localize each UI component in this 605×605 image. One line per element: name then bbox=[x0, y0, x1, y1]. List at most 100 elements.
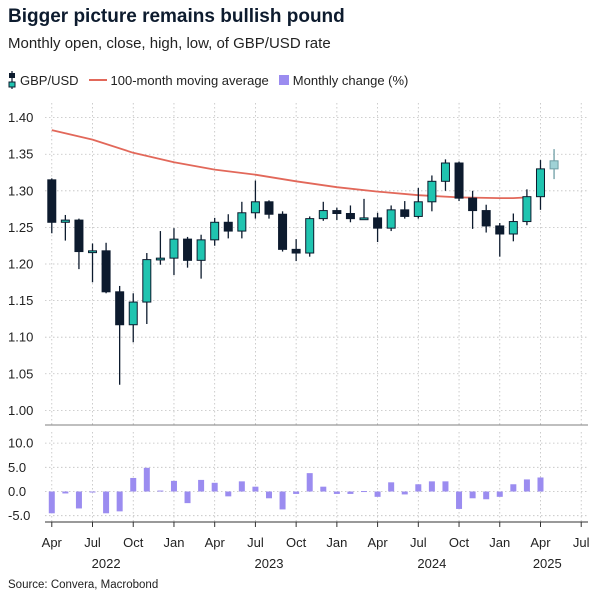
x-tick-label: Jan bbox=[163, 535, 184, 550]
legend-label-ma: 100-month moving average bbox=[110, 72, 269, 88]
candle-body bbox=[210, 221, 220, 241]
change-bar-0 bbox=[48, 491, 55, 514]
candle-body bbox=[169, 238, 179, 259]
candle-body bbox=[508, 221, 518, 235]
candle-26 bbox=[400, 201, 410, 219]
chart-subtitle: Monthly open, close, high, low, of GBP/U… bbox=[8, 35, 331, 52]
change-bar-15 bbox=[252, 486, 259, 492]
axis-layer: 1.00 1.05 1.10 1.15 1.20 1.25 1.30 1.35 1.40 -5.0… bbox=[8, 110, 590, 571]
x-tick-label: Jul bbox=[410, 535, 427, 550]
change-bar-3 bbox=[89, 491, 96, 493]
candle-layer bbox=[47, 149, 559, 385]
x-tick-label: Apr bbox=[205, 535, 226, 550]
candle-body bbox=[223, 221, 233, 232]
legend-item-change: Monthly change (%) bbox=[278, 72, 409, 88]
candle-body bbox=[128, 301, 138, 326]
candle-body bbox=[386, 209, 396, 229]
candle-body bbox=[88, 250, 98, 254]
x-tick-label: Apr bbox=[42, 535, 63, 550]
change-bar-29 bbox=[442, 481, 449, 492]
legend-item-candles: GBP/USD bbox=[8, 71, 79, 89]
candle-7 bbox=[142, 253, 152, 325]
change-bar-26 bbox=[401, 491, 408, 495]
change-bar-6 bbox=[130, 477, 137, 492]
year-label: 2023 bbox=[255, 556, 284, 571]
x-tick-label: Jan bbox=[326, 535, 347, 550]
candle-body bbox=[468, 197, 478, 212]
candle-28 bbox=[427, 175, 437, 212]
x-tick-label: Jan bbox=[489, 535, 510, 550]
candle-body bbox=[495, 225, 505, 235]
change-bar-10 bbox=[184, 491, 191, 504]
bar-legend-icon bbox=[278, 75, 289, 85]
change-bar-11 bbox=[198, 479, 205, 492]
legend-label-change: Monthly change (%) bbox=[292, 72, 409, 88]
x-tick-label: Apr bbox=[530, 535, 551, 550]
year-label: 2024 bbox=[417, 556, 446, 571]
candle-body bbox=[74, 219, 84, 253]
candle-body bbox=[400, 209, 410, 217]
change-bar-16 bbox=[265, 491, 272, 499]
change-bar-31 bbox=[469, 491, 476, 499]
candle-23 bbox=[359, 198, 369, 221]
candle-37 bbox=[549, 149, 559, 180]
change-tick-label: 10.0 bbox=[8, 436, 33, 451]
price-tick-label: 1.20 bbox=[8, 257, 33, 272]
candle-body bbox=[454, 162, 464, 199]
candle-body bbox=[60, 219, 70, 223]
price-tick-label: 1.25 bbox=[8, 220, 33, 235]
change-bar-4 bbox=[103, 491, 110, 514]
candle-21 bbox=[332, 207, 342, 221]
legend-label-candles: GBP/USD bbox=[20, 72, 79, 88]
candle-14 bbox=[237, 201, 247, 239]
x-tick-label: Oct bbox=[286, 535, 307, 550]
candle-body bbox=[481, 210, 491, 227]
price-tick-label: 1.10 bbox=[8, 330, 33, 345]
change-bar-17 bbox=[279, 491, 286, 510]
change-bar-36 bbox=[537, 477, 544, 492]
change-bar-layer bbox=[48, 467, 544, 514]
candle-19 bbox=[305, 216, 315, 257]
candle-2 bbox=[74, 218, 84, 270]
candle-body bbox=[318, 210, 328, 220]
change-tick-label: 0.0 bbox=[8, 484, 26, 499]
change-bar-19 bbox=[306, 473, 313, 492]
candle-body bbox=[440, 162, 450, 182]
moving-average-layer bbox=[51, 129, 527, 200]
price-tick-label: 1.40 bbox=[8, 110, 33, 125]
candle-body bbox=[549, 160, 559, 170]
candle-body bbox=[115, 291, 125, 326]
candle-body bbox=[264, 201, 274, 215]
candle-15 bbox=[250, 180, 260, 219]
change-bar-1 bbox=[62, 491, 69, 494]
candle-1 bbox=[60, 214, 70, 241]
candle-16 bbox=[264, 200, 274, 219]
candle-3 bbox=[88, 243, 98, 283]
x-tick-label: Jul bbox=[84, 535, 101, 550]
candle-36 bbox=[535, 160, 545, 210]
year-label: 2022 bbox=[92, 556, 121, 571]
change-bar-23 bbox=[361, 491, 368, 493]
x-tick-label: Oct bbox=[123, 535, 144, 550]
candle-22 bbox=[345, 205, 355, 223]
change-bar-5 bbox=[116, 491, 123, 512]
candle-20 bbox=[318, 201, 328, 221]
year-label: 2025 bbox=[533, 556, 562, 571]
candle-12 bbox=[210, 217, 220, 246]
candle-5 bbox=[115, 285, 125, 385]
candle-body bbox=[250, 201, 260, 214]
change-bar-22 bbox=[347, 491, 354, 494]
candle-34 bbox=[508, 213, 518, 242]
change-bar-30 bbox=[456, 491, 463, 509]
candle-8 bbox=[155, 231, 165, 265]
change-bar-21 bbox=[333, 491, 340, 494]
chart-title: Bigger picture remains bullish pound bbox=[8, 6, 345, 27]
change-bar-28 bbox=[428, 481, 435, 492]
change-bar-27 bbox=[415, 484, 422, 492]
price-tick-label: 1.15 bbox=[8, 293, 33, 308]
change-bar-35 bbox=[523, 479, 530, 492]
candle-legend-icon bbox=[8, 71, 16, 89]
price-tick-label: 1.35 bbox=[8, 147, 33, 162]
candle-13 bbox=[223, 214, 233, 239]
candle-body bbox=[101, 250, 111, 293]
